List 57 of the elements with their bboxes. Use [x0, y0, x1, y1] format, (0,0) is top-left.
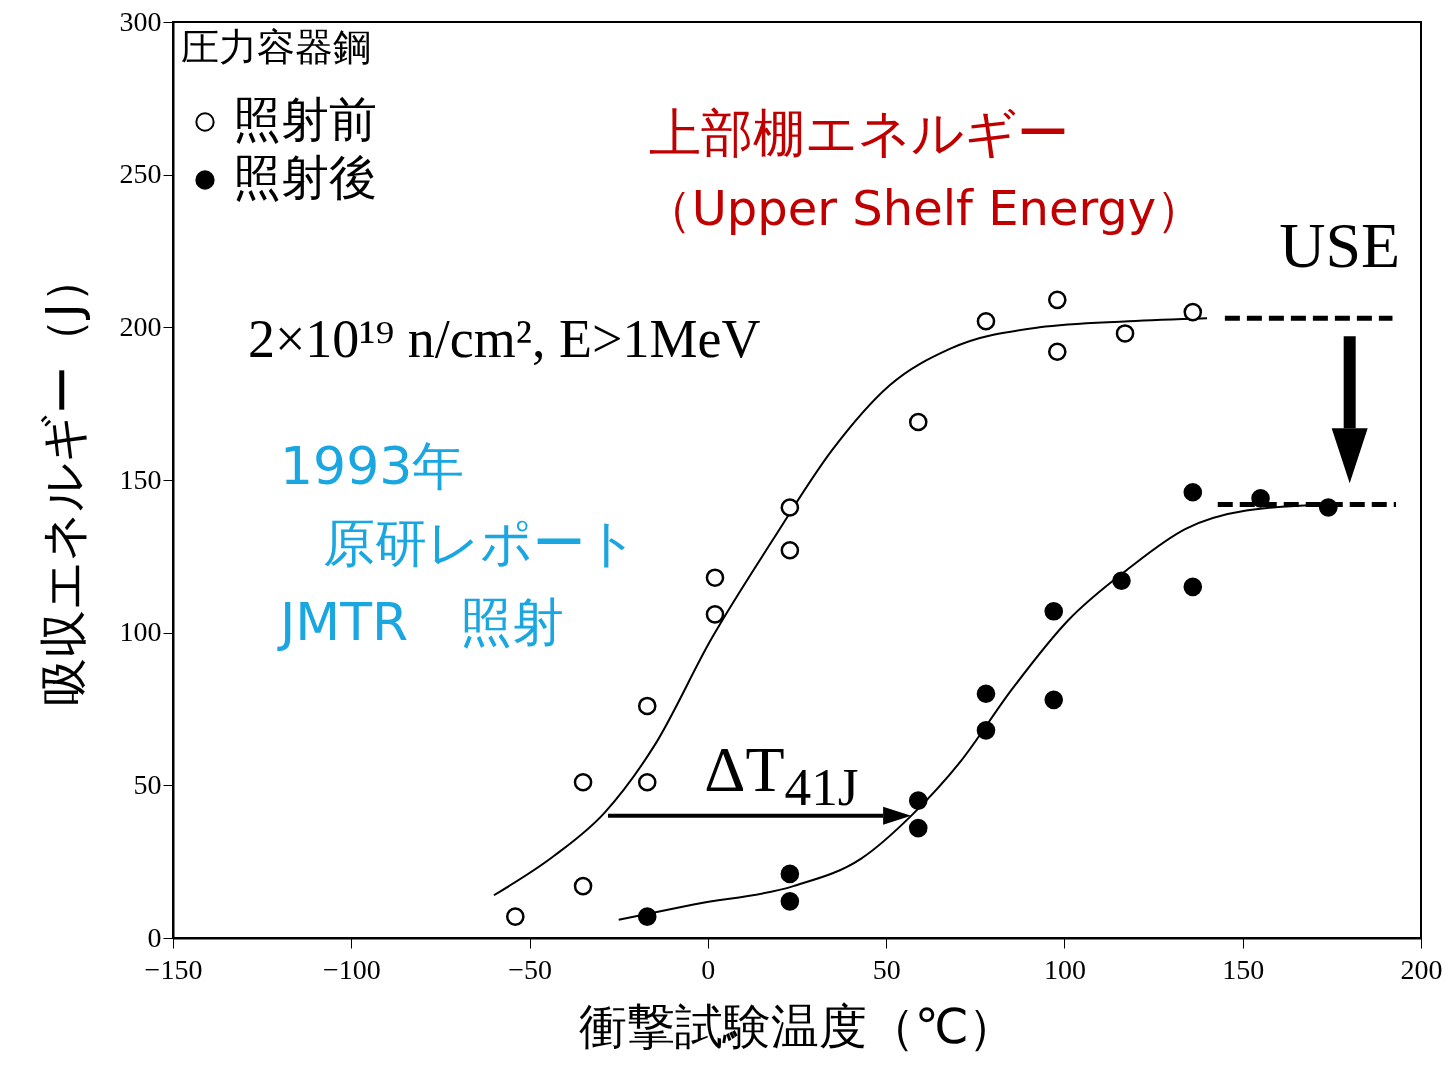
point [1318, 498, 1338, 517]
point [637, 772, 657, 792]
y-tick-label: 300 [119, 5, 162, 37]
x-tick-label: −50 [508, 953, 552, 985]
y-tick-label: 100 [119, 616, 162, 648]
legend-title: 圧力容器鋼 [181, 25, 371, 69]
y-tick-label: 150 [119, 463, 162, 495]
point [976, 684, 996, 704]
y-tick-label: 200 [119, 310, 162, 342]
point [705, 568, 725, 587]
point [573, 876, 593, 896]
point [908, 412, 928, 432]
point [976, 721, 996, 740]
point [1044, 690, 1064, 710]
annotation: JMTR 照射 [279, 592, 565, 653]
point [506, 907, 525, 926]
point [780, 540, 800, 560]
annotation: 2×10¹⁹ n/cm², E>1MeV [247, 309, 761, 370]
point [637, 907, 657, 926]
x-tick-label: 50 [872, 953, 901, 985]
y-axis-title: 吸収エネルギー（J） [34, 255, 91, 706]
annotation: USE [1279, 210, 1401, 282]
annotation: 1993年 [279, 436, 465, 497]
point [1047, 342, 1067, 362]
annotation: 原研レポート [322, 512, 638, 573]
annotation: ΔT$_{41J}$ [704, 733, 859, 817]
annotation: 上部棚エネルギー [649, 103, 1070, 164]
annotation: （Upper Shelf Energy） [643, 179, 1205, 236]
point [1183, 302, 1203, 322]
y-tick-label: 0 [147, 921, 162, 953]
point [1183, 577, 1203, 597]
point [1251, 489, 1270, 508]
point [780, 498, 800, 517]
point [1115, 324, 1135, 343]
point [908, 791, 928, 810]
x-tick-label: −100 [322, 953, 381, 985]
x-tick-label: 200 [1400, 953, 1443, 985]
point [637, 696, 657, 716]
y-tick-label: 50 [133, 768, 162, 800]
point [573, 772, 593, 792]
x-tick-label: −150 [144, 953, 203, 985]
point [705, 605, 725, 624]
x-axis-title: 衝撃試験温度（℃） [578, 997, 1017, 1054]
point [976, 311, 996, 331]
point [1044, 602, 1064, 621]
point [1183, 482, 1203, 502]
y-tick-label: 250 [119, 158, 162, 190]
legend-label: 照射前 [233, 91, 377, 147]
x-tick-label: 0 [701, 953, 716, 985]
point [780, 864, 800, 884]
legend-label: 照射後 [233, 149, 377, 205]
point [780, 892, 800, 911]
x-tick-label: 150 [1222, 953, 1265, 985]
point [1112, 571, 1131, 591]
point [1047, 290, 1067, 310]
point [908, 818, 928, 838]
x-tick-label: 100 [1043, 953, 1086, 985]
